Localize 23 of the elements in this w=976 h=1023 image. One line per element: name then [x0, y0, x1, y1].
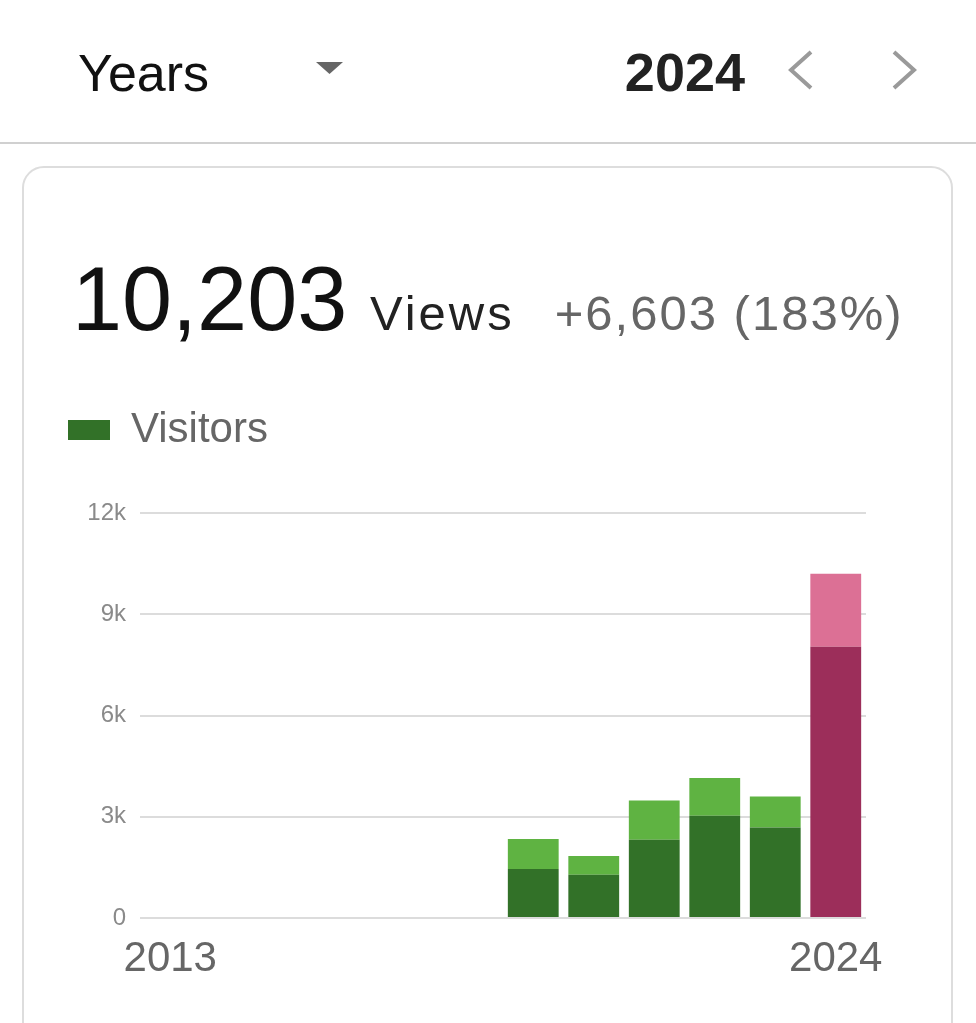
y-tick-label: 12k: [87, 497, 127, 525]
x-tick-label: 2013: [123, 932, 217, 980]
text: 2024: [624, 42, 745, 102]
bar: [689, 815, 741, 917]
bar: [628, 839, 680, 917]
bar: [749, 827, 801, 917]
legend-label: Visitors: [131, 403, 268, 451]
y-tick-label: 6k: [100, 700, 127, 728]
bar: [689, 777, 741, 816]
bar: [810, 573, 862, 647]
chart-title: 10,203 Views: [72, 249, 515, 349]
y-tick-label: 9k: [100, 598, 127, 626]
bar: [810, 646, 862, 917]
bar: [568, 874, 620, 917]
bar: [749, 796, 801, 828]
bar: [628, 800, 680, 840]
y-tick-label: 3k: [100, 801, 127, 829]
bar: [507, 839, 559, 870]
chart-subtitle: +6,603 (183%): [554, 286, 904, 340]
y-tick-label: 0: [112, 902, 126, 930]
bar: [507, 869, 559, 917]
text: Years: [78, 44, 210, 102]
bar: [568, 855, 620, 875]
